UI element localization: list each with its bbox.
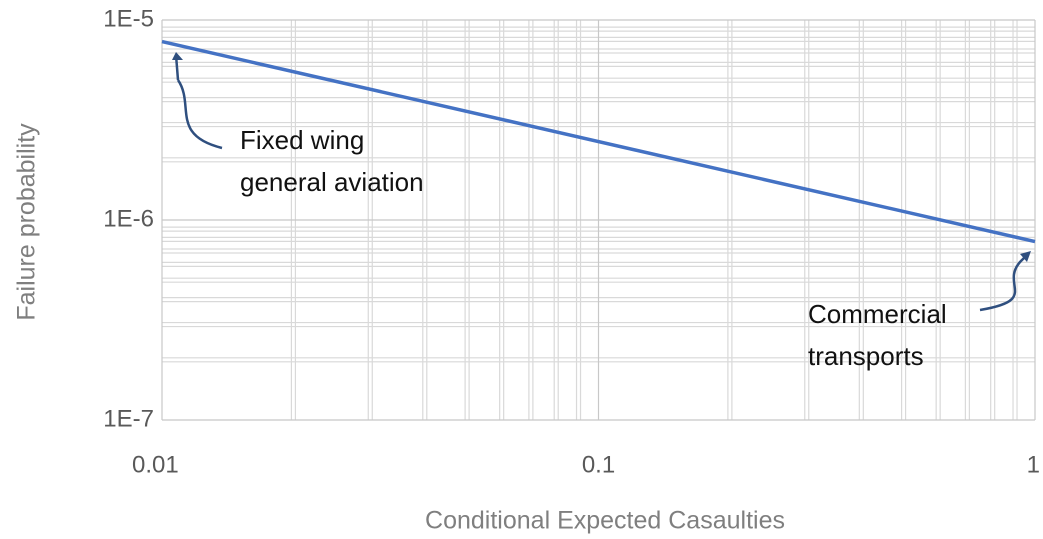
y-tick-label: 1E-6 — [103, 205, 154, 232]
arrow-head — [172, 52, 183, 60]
x-tick-label: 0.1 — [582, 451, 615, 478]
x-tick-label: 1 — [1027, 451, 1040, 478]
grid — [161, 19, 1036, 421]
y-tick-label: 1E-7 — [103, 405, 154, 432]
annotation: general aviation — [240, 167, 424, 197]
y-axis-label: Failure probability — [13, 123, 41, 321]
annotation: transports — [808, 341, 924, 371]
arrow-head — [1020, 251, 1031, 262]
x-axis-label: Conditional Expected Casaulties — [425, 507, 785, 535]
annotation: Fixed wing — [240, 125, 364, 155]
x-tick-label: 0.01 — [132, 451, 179, 478]
line-series — [161, 39, 1036, 244]
annotation-arrow — [979, 253, 1029, 312]
y-tick-label: 1E-5 — [103, 5, 154, 32]
annotation: Commercial — [808, 299, 947, 329]
